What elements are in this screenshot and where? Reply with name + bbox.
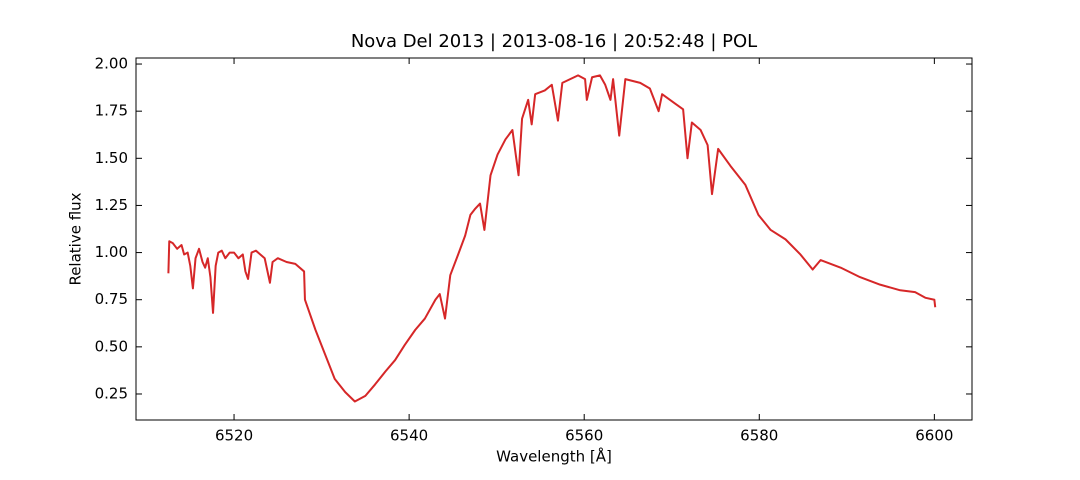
- y-tick-label: 1.75: [95, 102, 128, 120]
- spectrum-line: [167, 74, 937, 403]
- y-tick-label: 0.75: [95, 290, 128, 308]
- x-axis-label: Wavelength [Å]: [496, 447, 612, 466]
- y-tick-label: 1.50: [95, 149, 128, 167]
- x-tick-label: 6520: [215, 427, 253, 445]
- x-tick-label: 6600: [915, 427, 953, 445]
- y-tick-label: 0.50: [95, 337, 128, 355]
- x-tick-label: 6560: [565, 427, 603, 445]
- plot-frame: [135, 57, 973, 421]
- x-tick-label: 6580: [740, 427, 778, 445]
- y-tick-label: 0.25: [95, 384, 128, 402]
- chart-title: Nova Del 2013 | 2013-08-16 | 20:52:48 | …: [351, 31, 757, 52]
- y-tick-label: 1.00: [95, 243, 128, 261]
- y-tick-label: 2.00: [95, 55, 128, 73]
- x-tick-label: 6540: [390, 427, 428, 445]
- y-axis-label: Relative flux: [67, 192, 85, 285]
- y-tick-label: 1.25: [95, 196, 128, 214]
